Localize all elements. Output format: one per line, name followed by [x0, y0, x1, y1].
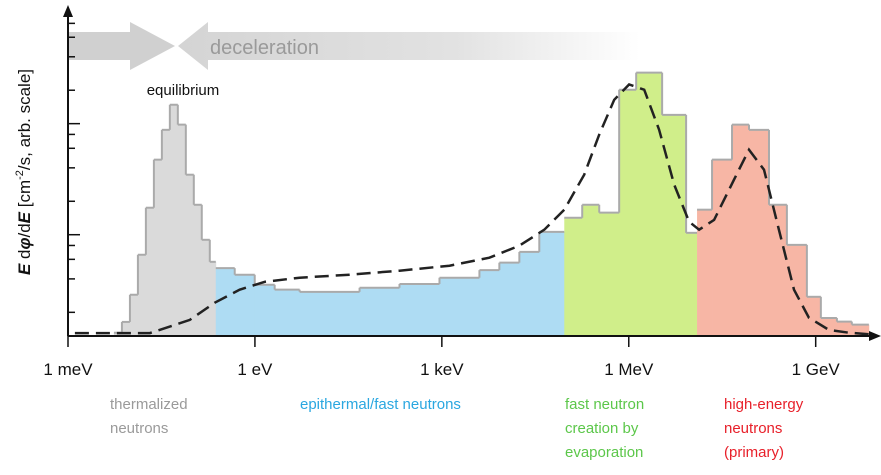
- y-label-part: E: [15, 211, 34, 223]
- bar: [786, 244, 808, 335]
- y-label-part: /s, arb. scale]: [15, 69, 34, 170]
- bar: [564, 217, 583, 335]
- x-tick-label: 1 MeV: [604, 360, 654, 379]
- bar: [820, 317, 838, 335]
- bar: [479, 270, 500, 335]
- deceleration-label: deceleration: [210, 37, 319, 59]
- bar: [169, 104, 179, 335]
- y-label-part: E: [15, 263, 34, 275]
- bar: [539, 231, 565, 335]
- model-curve: [74, 83, 874, 336]
- bar: [234, 274, 256, 335]
- bar: [359, 287, 400, 335]
- equilibrium-label: equilibrium: [147, 82, 220, 99]
- bar: [806, 296, 822, 335]
- bar: [129, 294, 139, 335]
- bar: [177, 124, 187, 335]
- bar: [161, 129, 171, 335]
- region-label: high-energy neutrons (primary): [724, 396, 804, 461]
- y-axis-arrow: [63, 5, 73, 17]
- histogram: [113, 71, 870, 336]
- bar: [299, 291, 360, 335]
- region-label: epithermal/fast neutrons: [300, 396, 461, 413]
- y-label-part: /d: [15, 223, 34, 237]
- bar: [697, 209, 713, 335]
- x-tick-label: 1 keV: [420, 360, 464, 379]
- bar: [851, 324, 870, 335]
- bar: [712, 159, 733, 335]
- bar: [193, 204, 203, 335]
- bar: [201, 239, 211, 335]
- x-tick-label: 1 GeV: [792, 360, 841, 379]
- equilibrium-arrow: [68, 22, 175, 70]
- bar: [732, 124, 750, 335]
- x-axis-arrow: [869, 331, 881, 341]
- region-label: thermalized neutrons: [110, 396, 188, 437]
- y-label-part: -2: [14, 170, 26, 180]
- y-label-part: [cm: [15, 180, 34, 212]
- y-label-part: φ: [15, 237, 34, 249]
- bar: [215, 268, 236, 335]
- bar: [686, 232, 698, 335]
- bar: [121, 321, 131, 335]
- bar: [619, 89, 637, 336]
- deceleration-arrow: [178, 22, 640, 70]
- bar: [748, 129, 770, 335]
- bar: [662, 114, 687, 335]
- bar: [399, 283, 440, 335]
- bar: [499, 262, 520, 335]
- bar: [439, 277, 480, 335]
- bar: [636, 72, 663, 335]
- bar: [209, 261, 217, 335]
- bar: [768, 204, 788, 335]
- bar: [254, 284, 276, 335]
- bar: [519, 251, 540, 335]
- region-label: fast neutron creation by evaporation: [565, 396, 645, 461]
- bar: [274, 289, 301, 335]
- x-tick-label: 1 eV: [237, 360, 273, 379]
- y-label-part: d: [15, 249, 34, 263]
- bar: [137, 254, 147, 335]
- bar: [582, 204, 600, 335]
- bar: [185, 174, 195, 335]
- bar: [145, 207, 155, 335]
- bar: [153, 159, 163, 335]
- x-tick-label: 1 meV: [43, 360, 93, 379]
- y-axis-label: E dφ/dE [cm-2/s, arb. scale]: [14, 69, 34, 275]
- bar: [599, 212, 620, 335]
